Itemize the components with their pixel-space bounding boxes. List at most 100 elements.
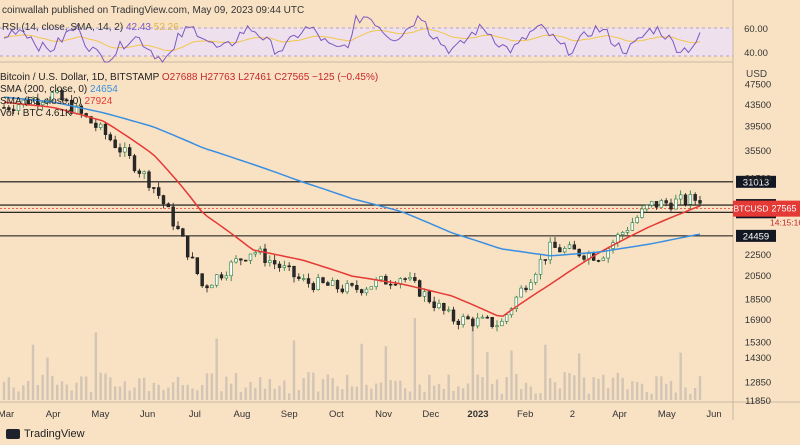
- candle-body: [475, 317, 480, 327]
- volume-bar: [365, 384, 368, 400]
- candle-body: [345, 283, 349, 293]
- time-axis-label: Mar: [0, 409, 14, 420]
- sma200-legend[interactable]: SMA (200, close, 0) 24654: [0, 84, 118, 95]
- volume-bar: [70, 390, 73, 400]
- volume-bars: [2, 317, 702, 400]
- volume-bar: [698, 376, 702, 400]
- volume-bar: [147, 391, 151, 400]
- candle-body: [384, 275, 388, 285]
- volume-legend[interactable]: Vol · BTC 4.61K: [0, 108, 72, 119]
- candle-body: [567, 244, 572, 249]
- candle-body: [529, 282, 533, 291]
- volume-bar: [635, 381, 639, 400]
- candle-body: [243, 259, 248, 262]
- candle-body: [350, 283, 354, 286]
- time-axis-label: May: [658, 409, 676, 420]
- volume-bar: [490, 383, 494, 400]
- volume-bar: [495, 379, 499, 400]
- candle-body: [301, 278, 306, 280]
- candle-body: [166, 203, 171, 208]
- volume-bar: [254, 387, 257, 400]
- candle-body: [2, 107, 6, 109]
- time-axis-label: Jun: [140, 409, 155, 420]
- candle-body: [524, 287, 528, 291]
- sma50-legend[interactable]: SMA (50, close, 0) 27924: [0, 96, 112, 107]
- volume-bar: [229, 383, 233, 400]
- volume-bar: [553, 382, 557, 400]
- volume-bar: [418, 384, 421, 400]
- volume-bar: [355, 386, 359, 400]
- candle-body: [640, 208, 644, 218]
- volume-bar: [7, 377, 11, 400]
- volume-bar: [99, 372, 102, 400]
- volume-bar: [515, 374, 518, 400]
- volume-bar: [41, 374, 44, 400]
- symbol-label: Bitcoin / U.S. Dollar, 1D, BITSTAMP: [0, 72, 160, 83]
- volume-bar: [524, 382, 528, 400]
- rsi-line: [3, 14, 701, 63]
- volume-bar: [307, 372, 310, 400]
- tradingview-logo[interactable]: TradingView: [6, 428, 85, 440]
- candle-body: [340, 288, 345, 293]
- volume-bar: [138, 378, 141, 400]
- candle-body: [620, 232, 625, 235]
- volume-bar: [510, 350, 513, 400]
- candle-body: [127, 147, 132, 156]
- volume-bar: [684, 387, 687, 400]
- volume-bar: [394, 380, 397, 400]
- price-axis-label: 14300: [745, 353, 771, 364]
- volume-bar: [123, 381, 127, 400]
- volume-bar: [360, 343, 363, 400]
- volume-bar: [162, 389, 165, 400]
- candle-body: [297, 276, 301, 279]
- volume-bar: [650, 393, 653, 400]
- main-legend[interactable]: Bitcoin / U.S. Dollar, 1D, BITSTAMP O276…: [0, 72, 378, 83]
- volume-bar: [481, 377, 484, 400]
- volume-bar: [403, 388, 407, 400]
- ticker-badge: [733, 200, 769, 217]
- volume-bar: [283, 380, 286, 400]
- candle-body: [65, 99, 69, 102]
- candle-body: [219, 274, 224, 279]
- volume-bar: [563, 372, 566, 400]
- candle-body: [466, 316, 470, 320]
- volume-bar: [631, 381, 634, 400]
- volume-bar: [689, 393, 692, 400]
- candle-body: [359, 289, 364, 294]
- candle-body: [55, 90, 59, 93]
- price-axis: 47500 43500 39500 35500 31500 22500 20500 18500…: [744, 24, 771, 407]
- volume-bar: [640, 383, 644, 400]
- volume-bar: [331, 378, 334, 400]
- volume-bar: [326, 374, 330, 400]
- volume-bar: [234, 373, 238, 400]
- volume-bar: [486, 352, 489, 400]
- time-axis-label: Jun: [706, 409, 721, 420]
- candle-body: [630, 222, 635, 231]
- sma50-value: 27924: [84, 96, 113, 107]
- volume-bar: [519, 389, 523, 400]
- candle-body: [645, 204, 649, 210]
- candle-body: [147, 171, 151, 188]
- time-axis-label: 2: [570, 409, 575, 420]
- candle-body: [649, 201, 654, 206]
- volume-bar: [693, 387, 697, 400]
- candle-body: [577, 248, 581, 257]
- volume-bar: [602, 374, 605, 400]
- volume-bar: [500, 393, 504, 400]
- volume-bar: [205, 373, 209, 400]
- candle-body: [369, 286, 374, 290]
- candle-body: [446, 309, 451, 312]
- candle-body: [200, 273, 204, 287]
- sma200-label: SMA (200, close, 0): [0, 84, 88, 95]
- candle-body: [210, 284, 214, 289]
- time-axis-label: May: [91, 409, 109, 420]
- time-axis-label: Dec: [422, 409, 439, 420]
- volume-bar: [345, 374, 349, 400]
- volume-bar: [31, 344, 35, 400]
- volume-bar: [413, 318, 417, 400]
- candle-body: [176, 225, 180, 230]
- candle-body: [306, 278, 311, 284]
- candle-body: [485, 316, 490, 319]
- horizontal-levels: 31013280032712624459BTCUSD2756514:15:16: [0, 175, 800, 242]
